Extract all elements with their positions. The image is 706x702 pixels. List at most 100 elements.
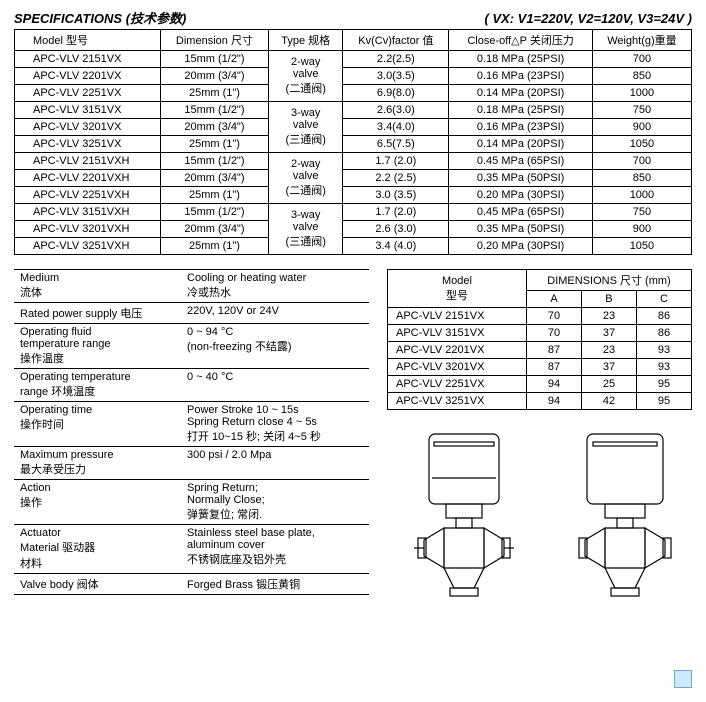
table-cell-dim: 25mm (1") <box>160 187 268 204</box>
valve-side-diagram <box>565 428 685 628</box>
table-cell-wt: 900 <box>592 221 691 238</box>
table-cell-dim: 20mm (3/4") <box>160 119 268 136</box>
dims-a: 87 <box>527 359 582 376</box>
dims-c: 93 <box>636 359 691 376</box>
dims-b: 42 <box>581 393 636 410</box>
col-type: Type 规格 <box>269 30 343 51</box>
dims-c: 95 <box>636 376 691 393</box>
dims-c: 86 <box>636 325 691 342</box>
table-cell-kv: 2.2 (2.5) <box>343 170 449 187</box>
dims-model: APC-VLV 3251VX <box>388 393 527 410</box>
dims-a: 94 <box>527 393 582 410</box>
table-cell-kv: 2.6(3.0) <box>343 102 449 119</box>
dims-a: 70 <box>527 308 582 325</box>
table-cell-wt: 750 <box>592 204 691 221</box>
desc-label: ActuatorMaterial 驱动器材料 <box>14 525 181 574</box>
desc-value: Forged Brass 锻压黄铜 <box>181 574 369 595</box>
desc-label: Medium流体 <box>14 270 181 303</box>
desc-value: Cooling or heating water冷或热水 <box>181 270 369 303</box>
dims-model: APC-VLV 3201VX <box>388 359 527 376</box>
table-cell-type: 2-wayvalve(二通阀) <box>269 153 343 204</box>
dimensions-table: Model 型号 DIMENSIONS 尺寸 (mm) A B C APC-VL… <box>387 269 692 410</box>
table-cell-model: APC-VLV 3251VXH <box>15 238 161 255</box>
table-cell-wt: 750 <box>592 102 691 119</box>
table-cell-model: APC-VLV 2201VX <box>15 68 161 85</box>
table-cell-close: 0.18 MPa (25PSI) <box>449 51 593 68</box>
dims-b: 23 <box>581 308 636 325</box>
table-cell-close: 0.45 MPa (65PSI) <box>449 153 593 170</box>
table-cell-kv: 6.9(8.0) <box>343 85 449 102</box>
table-cell-wt: 1050 <box>592 136 691 153</box>
dims-c: 93 <box>636 342 691 359</box>
table-cell-wt: 1000 <box>592 85 691 102</box>
table-cell-type: 3-wayvalve(三通阀) <box>269 102 343 153</box>
dims-c: 95 <box>636 393 691 410</box>
desc-label: Operating temperaturerange 环境温度 <box>14 369 181 402</box>
table-cell-dim: 15mm (1/2") <box>160 102 268 119</box>
col-dimension: Dimension 尺寸 <box>160 30 268 51</box>
table-cell-wt: 700 <box>592 51 691 68</box>
dims-col-c: C <box>636 291 691 308</box>
table-cell-kv: 3.0 (3.5) <box>343 187 449 204</box>
table-cell-dim: 15mm (1/2") <box>160 153 268 170</box>
table-cell-dim: 25mm (1") <box>160 238 268 255</box>
table-cell-close: 0.35 MPa (50PSI) <box>449 221 593 238</box>
desc-value: Power Stroke 10 ~ 15sSpring Return close… <box>181 402 369 447</box>
table-cell-model: APC-VLV 2251VX <box>15 85 161 102</box>
table-cell-model: APC-VLV 3251VX <box>15 136 161 153</box>
table-cell-model: APC-VLV 2151VX <box>15 51 161 68</box>
desc-label: Operating time操作时间 <box>14 402 181 447</box>
table-cell-model: APC-VLV 3151VX <box>15 102 161 119</box>
table-cell-close: 0.16 MPa (23PSI) <box>449 68 593 85</box>
table-cell-wt: 1050 <box>592 238 691 255</box>
dims-model: APC-VLV 2151VX <box>388 308 527 325</box>
table-cell-model: APC-VLV 3201VXH <box>15 221 161 238</box>
desc-label: Maximum pressure最大承受压力 <box>14 447 181 480</box>
spec-title: SPECIFICATIONS (技术参数) <box>14 8 186 27</box>
table-cell-kv: 1.7 (2.0) <box>343 153 449 170</box>
desc-value: 220V, 120V or 24V <box>181 303 369 324</box>
desc-label: Operating fluidtemperature range操作温度 <box>14 324 181 369</box>
dims-b: 37 <box>581 359 636 376</box>
desc-label: Rated power supply 电压 <box>14 303 181 324</box>
table-cell-close: 0.45 MPa (65PSI) <box>449 204 593 221</box>
table-cell-dim: 25mm (1") <box>160 136 268 153</box>
desc-value: 300 psi / 2.0 Mpa <box>181 447 369 480</box>
table-cell-kv: 2.6 (3.0) <box>343 221 449 238</box>
desc-value: Spring Return;Normally Close;弹簧复位; 常闭. <box>181 480 369 525</box>
table-cell-close: 0.20 MPa (30PSI) <box>449 187 593 204</box>
table-cell-dim: 25mm (1") <box>160 85 268 102</box>
dims-a: 70 <box>527 325 582 342</box>
col-model: Model 型号 <box>15 30 161 51</box>
dims-model: APC-VLV 2251VX <box>388 376 527 393</box>
table-cell-close: 0.35 MPa (50PSI) <box>449 170 593 187</box>
dims-header-model: Model <box>442 275 472 287</box>
table-cell-model: APC-VLV 3151VXH <box>15 204 161 221</box>
table-cell-close: 0.14 MPa (20PSI) <box>449 136 593 153</box>
table-cell-close: 0.16 MPa (23PSI) <box>449 119 593 136</box>
dims-header-dimensions: DIMENSIONS 尺寸 (mm) <box>527 270 692 291</box>
table-cell-close: 0.20 MPa (30PSI) <box>449 238 593 255</box>
table-cell-close: 0.18 MPa (25PSI) <box>449 102 593 119</box>
table-cell-kv: 2.2(2.5) <box>343 51 449 68</box>
col-weight: Weight(g)重量 <box>592 30 691 51</box>
dims-model: APC-VLV 2201VX <box>388 342 527 359</box>
dims-a: 87 <box>527 342 582 359</box>
dims-b: 25 <box>581 376 636 393</box>
table-cell-kv: 1.7 (2.0) <box>343 204 449 221</box>
spec-voltage: ( VX: V1=220V, V2=120V, V3=24V ) <box>484 11 692 26</box>
desc-value: Stainless steel base plate,aluminum cove… <box>181 525 369 574</box>
table-cell-type: 3-wayvalve(三通阀) <box>269 204 343 255</box>
table-cell-kv: 3.4 (4.0) <box>343 238 449 255</box>
table-cell-model: APC-VLV 3201VX <box>15 119 161 136</box>
table-cell-kv: 3.0(3.5) <box>343 68 449 85</box>
table-cell-wt: 850 <box>592 68 691 85</box>
desc-label: Action操作 <box>14 480 181 525</box>
table-cell-wt: 850 <box>592 170 691 187</box>
dims-a: 94 <box>527 376 582 393</box>
table-cell-wt: 1000 <box>592 187 691 204</box>
col-kv: Kv(Cv)factor 值 <box>343 30 449 51</box>
dims-col-a: A <box>527 291 582 308</box>
table-cell-close: 0.14 MPa (20PSI) <box>449 85 593 102</box>
table-cell-type: 2-wayvalve(二通阀) <box>269 51 343 102</box>
